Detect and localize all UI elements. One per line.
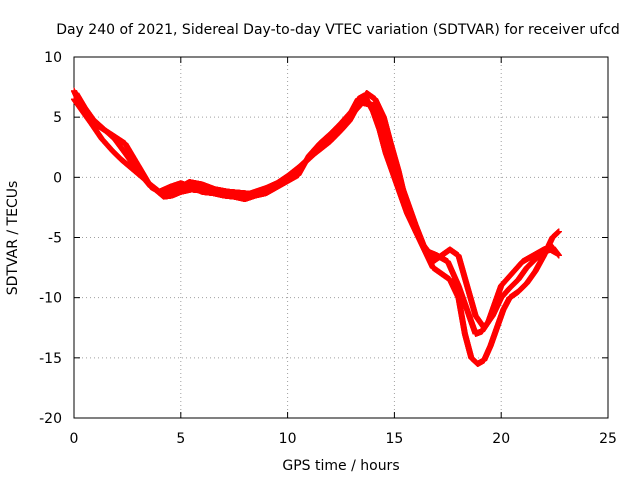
chart-title: Day 240 of 2021, Sidereal Day-to-day VTE… xyxy=(56,22,620,38)
x-tick-label: 15 xyxy=(385,431,403,447)
data-series xyxy=(71,87,562,367)
y-tick-label: -10 xyxy=(39,291,62,307)
series-track-a xyxy=(71,87,562,337)
x-tick-label: 20 xyxy=(492,431,510,447)
y-tick-label: 10 xyxy=(44,50,62,66)
y-tick-label: -5 xyxy=(48,231,62,247)
y-tick-label: 0 xyxy=(53,170,62,186)
y-tick-label: -20 xyxy=(39,411,62,427)
y-tick-label: -15 xyxy=(39,351,62,367)
x-tick-label: 10 xyxy=(279,431,297,447)
axis-ticks: 0 5 10 15 20 25 -20 -15 -10 -5 0 5 10 xyxy=(39,50,617,447)
x-tick-label: 25 xyxy=(599,431,617,447)
x-tick-label: 5 xyxy=(176,431,185,447)
grid-lines xyxy=(74,57,608,418)
y-tick-label: 5 xyxy=(53,110,62,126)
x-tick-label: 0 xyxy=(70,431,79,447)
